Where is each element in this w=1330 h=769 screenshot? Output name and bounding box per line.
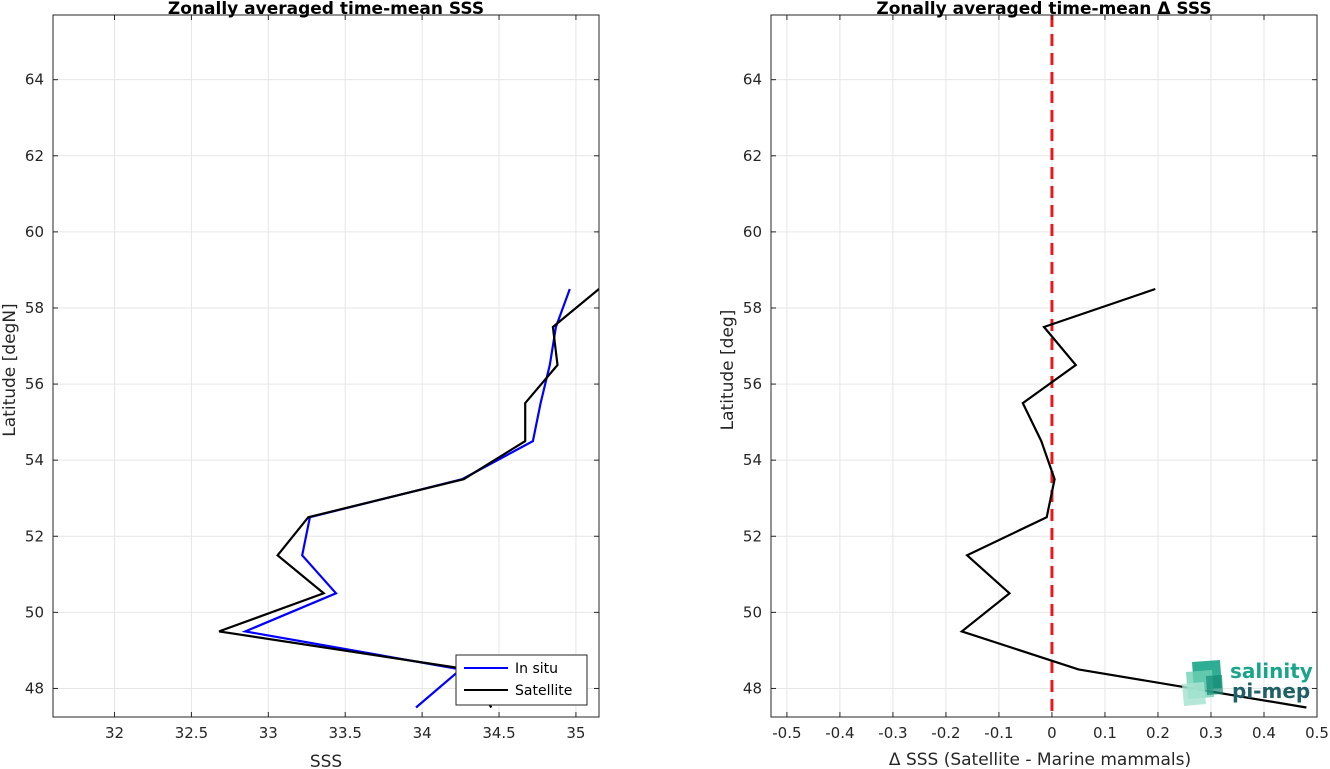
sss-y-tick-label: 56 <box>25 375 44 393</box>
delta-x-tick-label: 0.1 <box>1093 724 1117 742</box>
delta-x-tick-label: 0.2 <box>1146 724 1170 742</box>
delta-sss-panel: -0.5 -0.4 -0.3 -0.2 -0.1 0 0.1 0.2 0.3 0.4 0.5 48 50… <box>718 0 1329 769</box>
sss-x-label: SSS <box>310 752 342 769</box>
sss-axes-box <box>52 14 600 718</box>
delta-x-tick-label: 0 <box>1047 724 1057 742</box>
delta-ticks: -0.5 -0.4 -0.3 -0.2 -0.1 0 0.1 0.2 0.3 0.4 0.5 48 50… <box>743 15 1329 742</box>
sss-lines-clip <box>218 288 599 709</box>
delta-y-tick-label: 52 <box>743 527 762 545</box>
legend-box <box>455 654 588 706</box>
delta-plot-area <box>771 15 1317 717</box>
delta-y-tick-label: 58 <box>743 299 762 317</box>
sss-y-tick-label: 48 <box>25 679 44 697</box>
logo-mark-icon <box>1182 660 1223 706</box>
delta-axes-box <box>770 14 1318 718</box>
logo-text-pimep: pi-mep <box>1232 679 1310 703</box>
salinity-pimep-logo: salinity pi-mep <box>1182 659 1313 706</box>
delta-series-line-0 <box>959 287 1307 709</box>
sss-x-tick-label: 35 <box>566 724 585 742</box>
sss-y-tick-label: 52 <box>25 527 44 545</box>
sss-x-tick-label: 32 <box>105 724 124 742</box>
delta-y-tick-label: 60 <box>743 223 762 241</box>
delta-series <box>959 15 1307 717</box>
delta-title: Zonally averaged time-mean Δ SSS <box>876 0 1211 19</box>
delta-x-tick-label: -0.3 <box>878 724 907 742</box>
delta-x-tick-label: 0.3 <box>1199 724 1223 742</box>
delta-x-label: Δ SSS (Satellite - Marine mammals) <box>889 750 1191 769</box>
sss-y-tick-label: 60 <box>25 223 44 241</box>
delta-x-tick-label: 0.5 <box>1305 724 1329 742</box>
delta-y-tick-label: 54 <box>743 451 762 469</box>
sss-y-tick-label: 64 <box>25 71 44 89</box>
delta-y-tick-label: 56 <box>743 375 762 393</box>
delta-y-tick-label: 48 <box>743 679 762 697</box>
sss-y-label: Latitude [degN] <box>0 303 20 436</box>
sss-title: Zonally averaged time-mean SSS <box>168 0 484 19</box>
sss-y-tick-label: 50 <box>25 603 44 621</box>
sss-y-tick-label: 54 <box>25 451 44 469</box>
sss-x-tick-label: 33 <box>259 724 278 742</box>
delta-y-tick-label: 62 <box>743 147 762 165</box>
delta-lines-clip <box>959 15 1307 717</box>
legend-label-in-situ: In situ <box>515 661 558 677</box>
sss-y-tick-label: 62 <box>25 147 44 165</box>
delta-x-tick-label: -0.1 <box>984 724 1013 742</box>
sss-y-tick-label: 58 <box>25 299 44 317</box>
sss-ticks: 32 32.5 33 33.5 34 34.5 35 48 50 52 54 56 58 60 62 64 <box>25 15 599 742</box>
delta-x-tick-label: -0.2 <box>931 724 960 742</box>
sss-legend: In situ Satellite <box>455 654 588 706</box>
legend-label-satellite: Satellite <box>515 683 572 699</box>
delta-x-tick-label: 0.4 <box>1252 724 1276 742</box>
sss-x-tick-label: 34 <box>413 724 432 742</box>
sss-series-line-satellite <box>218 288 599 709</box>
sss-x-tick-label: 33.5 <box>329 724 362 742</box>
delta-y-tick-label: 64 <box>743 71 762 89</box>
sss-series <box>218 288 599 709</box>
sss-grid <box>53 15 599 717</box>
delta-y-label: Latitude [deg] <box>718 310 738 431</box>
delta-y-tick-label: 50 <box>743 603 762 621</box>
delta-x-tick-label: -0.5 <box>772 724 801 742</box>
sss-x-tick-label: 34.5 <box>482 724 515 742</box>
sss-x-tick-label: 32.5 <box>175 724 208 742</box>
sss-plot-area <box>53 15 599 717</box>
sss-panel: 32 32.5 33 33.5 34 34.5 35 48 50 52 54 56 58 60 62 64 Z… <box>0 0 600 769</box>
delta-x-tick-label: -0.4 <box>825 724 854 742</box>
logo-text-salinity: salinity <box>1230 659 1313 683</box>
